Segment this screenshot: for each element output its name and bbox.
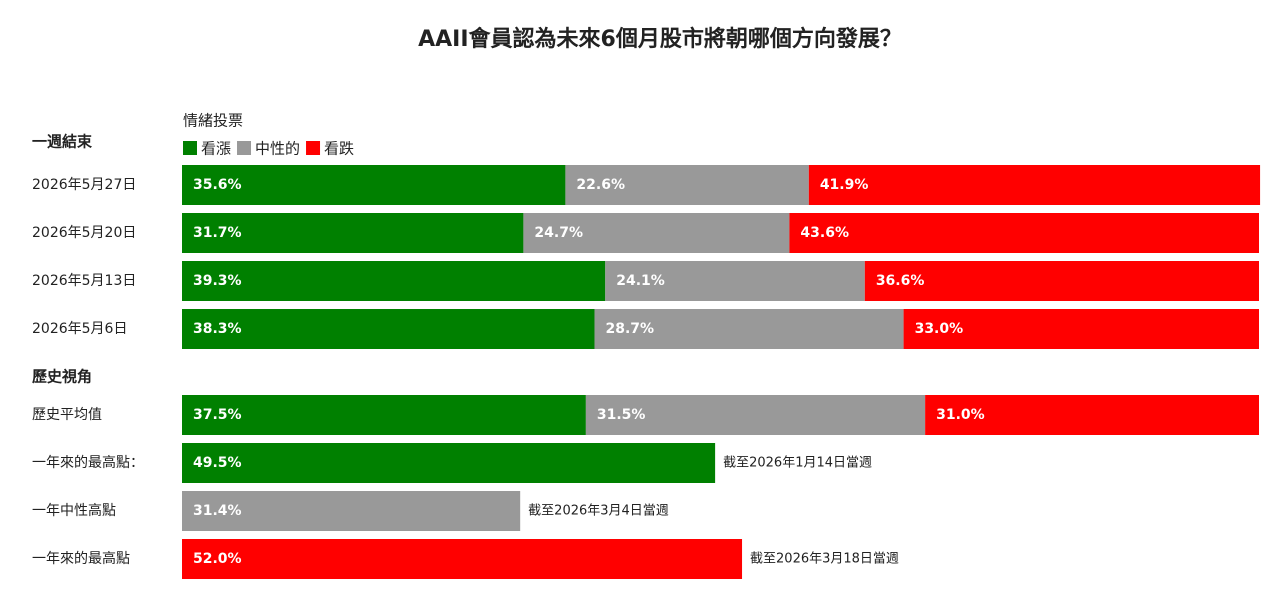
category-label: 一年中性高點	[32, 502, 116, 519]
bar-segment	[925, 395, 1259, 435]
value-label: 41.9%	[820, 177, 869, 193]
value-label: 31.7%	[193, 225, 242, 241]
category-label: 2026年5月13日	[32, 273, 136, 289]
group-title: 一週結束	[32, 133, 93, 151]
bar-segment	[523, 213, 790, 253]
value-label: 24.1%	[616, 273, 665, 289]
bar-note: 截至2026年1月14日當週	[723, 456, 872, 471]
bar-segment	[182, 443, 716, 483]
bar-segment	[903, 309, 1259, 349]
legend-title: 情緒投票	[183, 112, 243, 130]
value-label: 33.0%	[915, 321, 964, 337]
value-label: 35.6%	[193, 177, 242, 193]
bar-note: 截至2026年3月18日當週	[750, 552, 899, 567]
value-label: 43.6%	[800, 225, 849, 241]
value-label: 49.5%	[193, 455, 242, 471]
bar-segment	[182, 165, 566, 205]
value-label: 31.0%	[936, 407, 985, 423]
legend-swatch	[237, 141, 252, 155]
bar-segment	[182, 491, 521, 531]
value-label: 31.5%	[597, 407, 646, 423]
bar-segment	[808, 165, 1261, 205]
legend-label: 看跌	[324, 140, 354, 158]
bar-segment	[605, 261, 865, 301]
bar-segment	[182, 539, 743, 579]
legend-label: 中性的	[255, 140, 300, 158]
group-title: 歷史視角	[32, 368, 92, 386]
bar-segment	[182, 309, 595, 349]
category-label: 一年來的最高點	[32, 550, 130, 567]
legend-label: 看漲	[201, 140, 231, 158]
legend-swatch	[306, 141, 321, 155]
category-label: 歷史平均值	[32, 407, 102, 423]
value-label: 52.0%	[193, 551, 242, 567]
category-label: 2026年5月27日	[32, 177, 136, 193]
category-label: 2026年5月20日	[32, 225, 136, 241]
bar-segment	[864, 261, 1259, 301]
bar-segment	[585, 395, 926, 435]
category-label: 2026年5月6日	[32, 321, 127, 337]
legend-swatch	[183, 141, 197, 155]
bar-segment	[182, 261, 606, 301]
bar-segment	[594, 309, 904, 349]
value-label: 22.6%	[576, 177, 625, 193]
bar-note: 截至2026年3月4日當週	[528, 504, 669, 519]
value-label: 28.7%	[605, 321, 654, 337]
value-label: 39.3%	[193, 273, 242, 289]
bar-segment	[182, 213, 524, 253]
bar-segment	[565, 165, 809, 205]
chart-title: AAII會員認為未來6個月股市將朝哪個方向發展？	[418, 26, 902, 52]
value-label: 37.5%	[193, 407, 242, 423]
value-label: 38.3%	[193, 321, 242, 337]
category-label: 一年來的最高點：	[32, 454, 144, 471]
bar-segment	[789, 213, 1259, 253]
value-label: 31.4%	[193, 503, 242, 519]
value-label: 24.7%	[534, 225, 583, 241]
bar-segment	[182, 395, 586, 435]
value-label: 36.6%	[876, 273, 925, 289]
